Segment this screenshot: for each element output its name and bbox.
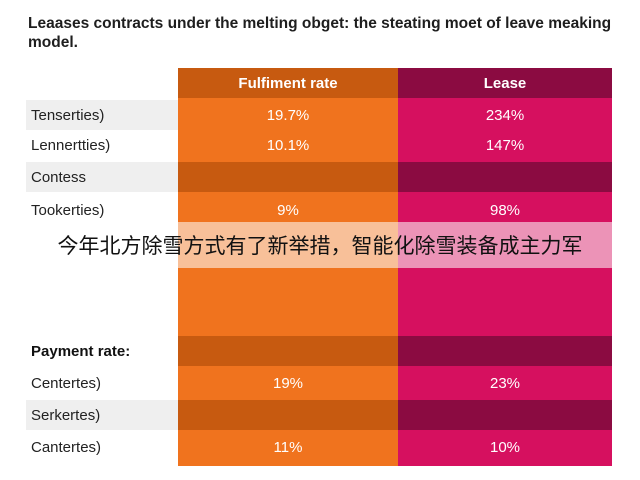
- lease-cell: [398, 336, 612, 366]
- row-label: Serkertes): [26, 400, 178, 430]
- table-row: Centertes) 19% 23%: [26, 368, 612, 398]
- lease-cell: 234%: [485, 106, 525, 124]
- section-header-row: Payment rate:: [26, 336, 612, 366]
- fulfilment-cell: 11%: [273, 438, 303, 456]
- fulfilment-cell: 10.1%: [266, 136, 310, 154]
- chart-title: Leaases contracts under the melting obge…: [28, 15, 612, 51]
- lease-cell: 23%: [489, 374, 521, 392]
- fulfilment-cell: [178, 336, 398, 366]
- row-label: Lennertties): [31, 136, 111, 154]
- row-label: Tenserties): [26, 100, 178, 130]
- section-label-payment-rate: Payment rate:: [31, 342, 131, 360]
- lease-cell: 10%: [489, 438, 521, 456]
- lease-cell: [398, 400, 612, 430]
- table-row: Serkertes): [26, 400, 612, 430]
- lease-cell: [398, 162, 612, 192]
- fulfilment-cell: 19%: [272, 374, 304, 392]
- table-row: Cantertes) 11% 10%: [26, 432, 612, 462]
- row-label: Tookerties): [31, 201, 105, 219]
- fulfilment-cell: 9%: [277, 201, 299, 219]
- fulfilment-cell: [178, 162, 398, 192]
- table-row: Tookerties) 9% 98%: [26, 195, 612, 225]
- fulfilment-cell: 19.7%: [266, 106, 310, 124]
- row-label: Contess: [26, 162, 178, 192]
- lease-cell: 98%: [489, 201, 521, 219]
- overlay-caption: 今年北方除雪方式有了新举措，智能化除雪装备成主力军: [0, 222, 640, 268]
- table-row: Tenserties) 19.7% 234%: [26, 100, 612, 130]
- fulfilment-cell: [178, 400, 398, 430]
- table-row: Lennertties) 10.1% 147%: [26, 130, 612, 160]
- column-header-lease: Lease: [398, 68, 612, 98]
- table-row: Contess: [26, 162, 612, 192]
- column-header-fulfilment: Fulfiment rate: [178, 68, 398, 98]
- lease-cell: 147%: [485, 136, 525, 154]
- row-label: Cantertes): [31, 438, 102, 456]
- row-label: Centertes): [31, 374, 102, 392]
